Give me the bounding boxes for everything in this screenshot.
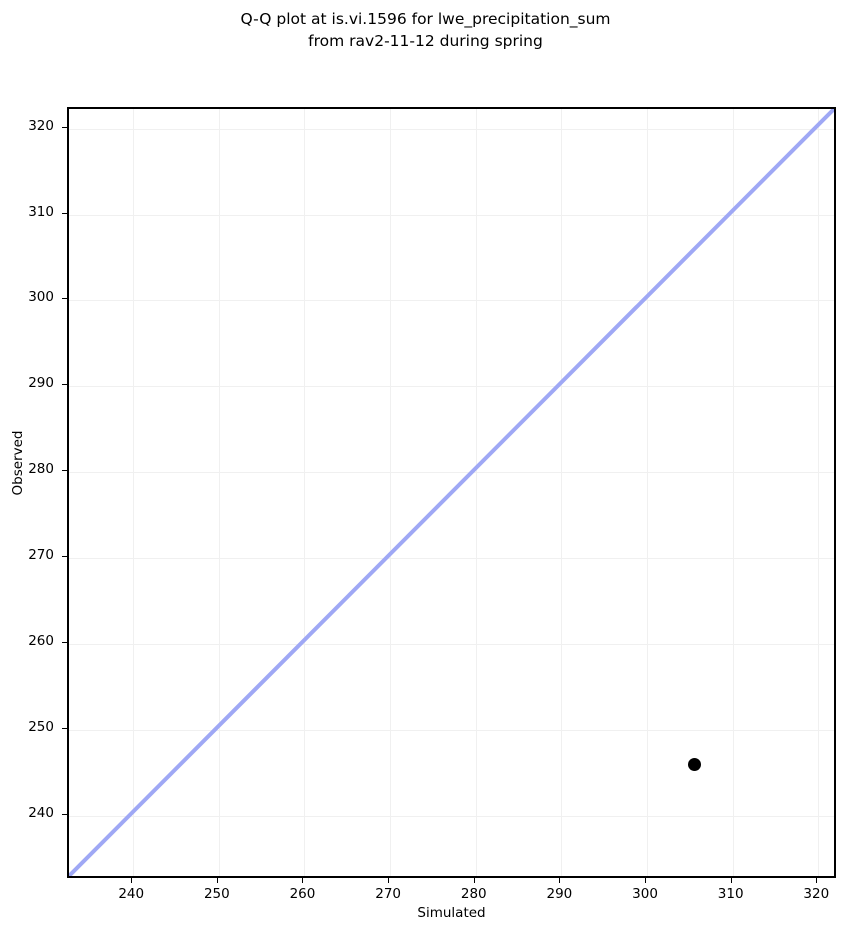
y-tick-mark [62, 470, 67, 472]
x-tick-label: 300 [632, 886, 658, 902]
y-tick-label: 240 [28, 804, 54, 821]
x-tick-mark [645, 878, 647, 883]
x-tick-mark [473, 878, 475, 883]
y-tick-mark [62, 813, 67, 815]
gridline-horizontal [69, 300, 834, 302]
plot-area [67, 107, 836, 878]
gridline-vertical [647, 109, 649, 876]
x-tick-mark [216, 878, 218, 883]
x-tick-label: 290 [546, 886, 573, 902]
y-tick-label: 260 [28, 632, 54, 649]
x-tick-label: 260 [289, 886, 316, 902]
gridline-horizontal [69, 815, 834, 817]
data-point [687, 757, 701, 771]
x-tick-mark [559, 878, 561, 883]
y-tick-label: 270 [28, 547, 54, 564]
y-axis-label: Observed [10, 430, 26, 496]
chart-title: Q-Q plot at is.vi.1596 for lwe_precipita… [240, 10, 611, 50]
x-tick-label: 250 [203, 886, 230, 902]
y-tick-label: 300 [28, 289, 54, 306]
identity-reference-line [69, 109, 834, 876]
gridline-vertical [218, 109, 220, 876]
x-tick-label: 310 [717, 886, 744, 902]
gridline-horizontal [69, 386, 834, 388]
gridline-vertical [818, 109, 820, 876]
gridline-vertical [390, 109, 392, 876]
y-tick-label: 290 [28, 375, 54, 392]
gridline-vertical [304, 109, 306, 876]
gridline-vertical [475, 109, 477, 876]
x-tick-mark [816, 878, 818, 883]
y-tick-label: 280 [28, 461, 54, 478]
y-tick-label: 310 [28, 203, 54, 220]
y-tick-mark [62, 126, 67, 128]
y-tick-mark [62, 727, 67, 729]
x-tick-mark [131, 878, 133, 883]
x-axis-label: Simulated [417, 905, 486, 921]
gridline-horizontal [69, 472, 834, 474]
gridline-vertical [133, 109, 135, 876]
x-tick-label: 320 [803, 886, 830, 902]
x-tick-mark [388, 878, 390, 883]
gridline-horizontal [69, 214, 834, 216]
plot-canvas [69, 109, 834, 876]
gridline-horizontal [69, 729, 834, 731]
gridline-horizontal [69, 643, 834, 645]
x-tick-mark [302, 878, 304, 883]
gridline-vertical [732, 109, 734, 876]
gridline-horizontal [69, 558, 834, 560]
x-tick-label: 270 [375, 886, 402, 902]
x-tick-label: 240 [118, 886, 145, 902]
y-tick-mark [62, 384, 67, 386]
y-tick-mark [62, 298, 67, 300]
y-tick-mark [62, 212, 67, 214]
x-tick-mark [730, 878, 732, 883]
y-tick-mark [62, 641, 67, 643]
x-tick-label: 280 [460, 886, 487, 902]
gridline-vertical [561, 109, 563, 876]
gridline-horizontal [69, 128, 834, 130]
y-tick-label: 320 [28, 117, 54, 134]
y-tick-label: 250 [28, 718, 54, 735]
y-tick-mark [62, 556, 67, 558]
